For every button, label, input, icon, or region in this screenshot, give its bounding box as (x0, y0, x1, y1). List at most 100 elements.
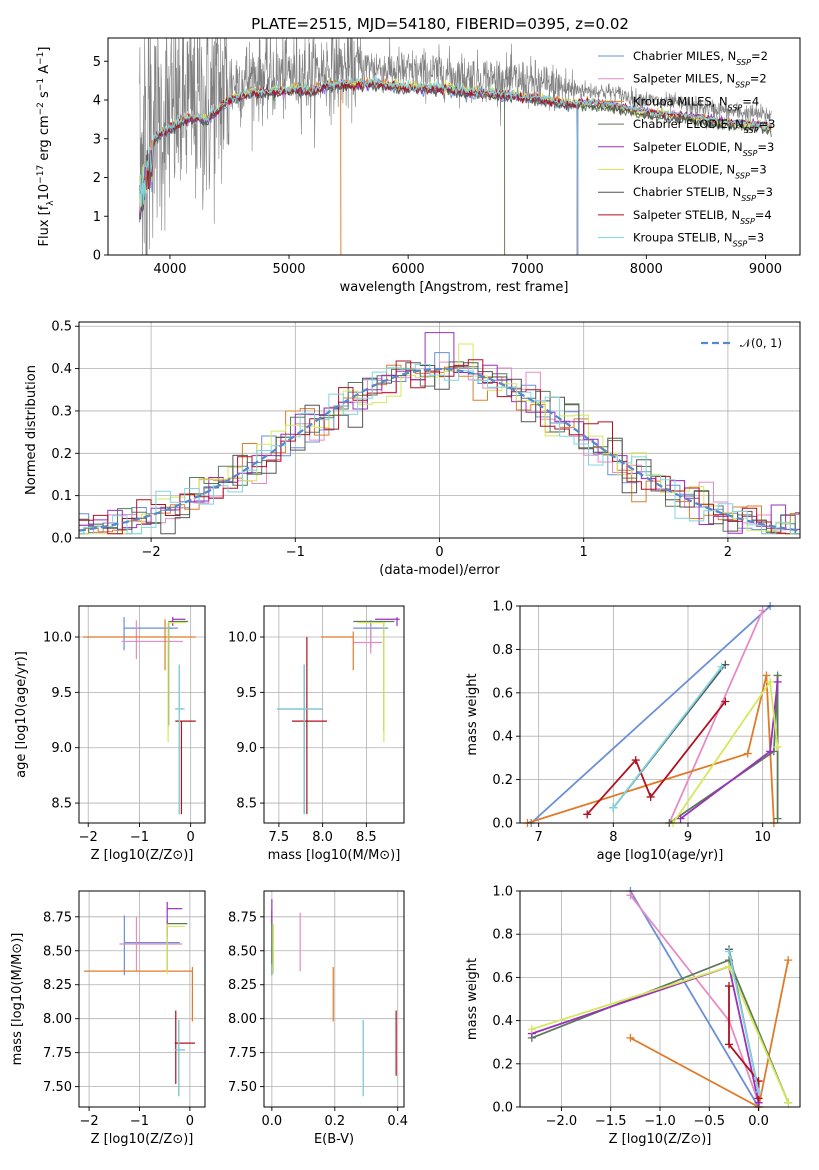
legend-entry-label: Kroupa MILES, N (633, 94, 728, 108)
y-axis-label: Flux [fλ10−17 erg cm−2 s−1 A−1] (36, 47, 56, 247)
x-axis-label: mass [log10(M/M⊙)] (268, 848, 401, 863)
y-tick-label: 0.2 (492, 773, 513, 788)
legend-entry-suffix: =3 (747, 231, 764, 245)
errorbar-area (83, 617, 196, 815)
y-tick-label: 8.5 (236, 797, 257, 812)
y-axis-label: age [log10(age/yr)] (14, 651, 29, 778)
weight-area (523, 602, 782, 827)
y-tick-label: 7.50 (228, 1080, 257, 1095)
y-axis-label-part: −17 (36, 165, 46, 184)
x-tick-label: 7.5 (269, 830, 290, 845)
x-tick-label: 0.2 (324, 1114, 345, 1129)
x-tick-label: −2.0 (546, 1114, 578, 1129)
errorbar-area (271, 899, 397, 1097)
mass-weight-series-line (531, 965, 760, 1103)
y-axis-label-part: −1 (36, 78, 46, 91)
legend-entry: Kroupa MILES, NSSP=4 (633, 94, 759, 112)
x-axis-label: age [log10(age/yr)] (597, 848, 724, 863)
legend-entry: 𝒩(0, 1) (740, 336, 782, 350)
x-tick-label: 7000 (511, 262, 544, 277)
y-tick-label: 5 (93, 55, 101, 70)
mass-weight-point (762, 671, 771, 680)
plot-frame (107, 37, 801, 256)
y-tick-label: 10.0 (43, 631, 72, 646)
mass-weight-series-line (612, 666, 723, 809)
legend-entry-subscript: SSP (741, 194, 756, 203)
y-tick-label: 8.75 (43, 910, 72, 925)
legend-entry-suffix: =3 (759, 117, 776, 131)
legend-entry-suffix: =3 (757, 140, 774, 154)
legend-entry-label: Kroupa STELIB, N (633, 231, 733, 245)
x-tick-label: 9 (684, 830, 692, 845)
weight-area (527, 887, 793, 1111)
y-tick-label: 8.00 (228, 1012, 257, 1027)
x-tick-label: −2 (79, 1114, 98, 1129)
mass-weight-point (725, 982, 734, 991)
y-tick-label: 0.0 (51, 532, 72, 547)
legend-entry-label: Chabrier STELIB, N (633, 185, 741, 199)
y-tick-label: 1.0 (492, 600, 513, 615)
legend-entry: Kroupa ELODIE, NSSP=3 (633, 163, 767, 181)
legend-entry-suffix: =4 (755, 208, 772, 222)
residual-histogram-series (79, 363, 800, 535)
legend-entry-label: Kroupa ELODIE, N (633, 163, 735, 177)
legend-entry: Salpeter STELIB, NSSP=4 (633, 208, 772, 226)
y-axis-label-part: erg cm (37, 115, 52, 164)
mass-weight-point (626, 1033, 635, 1042)
legend-entry-suffix: =2 (750, 72, 767, 86)
x-tick-label: 10 (754, 830, 771, 845)
mass-weight-point (609, 803, 618, 812)
legend-entry: Salpeter MILES, NSSP=2 (633, 72, 767, 90)
mass-weight-point (631, 756, 640, 765)
y-tick-label: 8.25 (43, 978, 72, 993)
histogram-area (79, 332, 800, 535)
y-tick-label: 0.4 (492, 1014, 513, 1029)
x-tick-label: −1.0 (644, 1114, 676, 1129)
y-tick-label: 7.50 (43, 1080, 72, 1095)
x-tick-label: −2 (79, 830, 98, 845)
residual-histogram-series (79, 359, 800, 535)
y-tick-label: 8.75 (228, 910, 257, 925)
y-tick-label: 7.75 (43, 1046, 72, 1061)
mass-weight-series-line (629, 890, 760, 1108)
mass-weight-point (743, 749, 752, 758)
y-tick-label: 0.0 (492, 1101, 513, 1116)
mass-weight-point (583, 810, 592, 819)
mass-weight-point (773, 743, 782, 752)
mass-weight-point (646, 792, 655, 801)
mass-vs-metallicity-plot: −2 −1 0 7.50 7.75 8.00 8.25 8.50 8.75 Z [log10(Z/… (10, 890, 206, 1147)
residual-histogram-series (79, 343, 800, 535)
legend-entry-label: Salpeter MILES, N (633, 72, 735, 86)
mass-weight-series-line (629, 959, 790, 1109)
x-tick-label: −1 (286, 545, 305, 560)
y-tick-label: 9.5 (51, 686, 72, 701)
x-tick-label: 1 (580, 545, 588, 560)
y-axis-label-part: 10 (37, 184, 52, 201)
x-tick-label: 2 (724, 545, 732, 560)
y-tick-label: 0.6 (492, 971, 513, 986)
y-tick-label: 8.00 (43, 1012, 72, 1027)
x-tick-label: 8.0 (312, 830, 333, 845)
x-tick-label: −1 (130, 1114, 149, 1129)
legend-entry-subscript: SSP (733, 239, 748, 248)
legend-entry: Chabrier MILES, NSSP=2 (633, 49, 768, 67)
y-tick-label: 8.50 (228, 944, 257, 959)
x-axis-label: E(B-V) (314, 1132, 354, 1147)
mass-weight-point (717, 662, 726, 671)
y-tick-label: 8.5 (51, 797, 72, 812)
y-tick-label: 7.75 (228, 1046, 257, 1061)
y-tick-label: 9.5 (236, 686, 257, 701)
y-tick-label: 4 (93, 94, 101, 109)
mass-weight-point (725, 1040, 734, 1049)
mass-weight-series-line (530, 605, 771, 824)
y-axis-label: Normed distribution (24, 365, 39, 495)
residual-histogram-plot: −2 −1 0 1 2 0.0 0.1 0.2 0.3 0.4 0.5 (data-model)/er… (24, 320, 801, 578)
mass-weight-point (626, 891, 635, 900)
mass-weight-series-line (728, 951, 760, 1093)
y-tick-label: 0.2 (51, 447, 72, 462)
legend-entry-subscript: SSP (735, 171, 750, 180)
plot-frame (78, 890, 206, 1108)
legend-entry-subscript: SSP (744, 126, 759, 135)
